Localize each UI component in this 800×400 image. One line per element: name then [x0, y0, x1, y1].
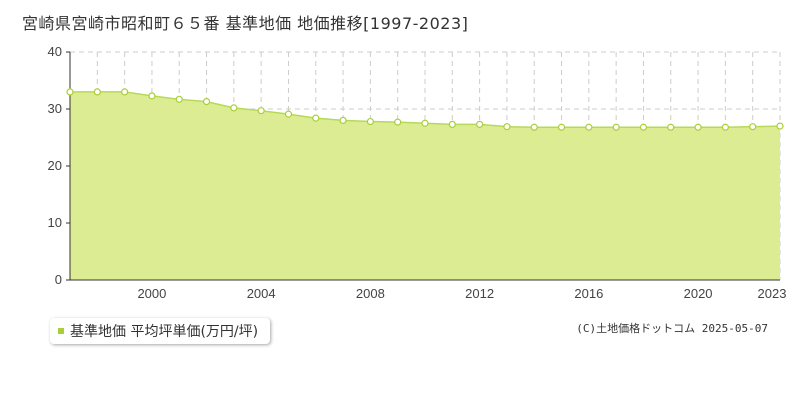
y-tick-label: 30 [48, 101, 62, 116]
data-point [448, 120, 456, 128]
data-point [66, 88, 74, 96]
data-point [284, 110, 293, 118]
legend-swatch [58, 328, 64, 334]
data-point [776, 122, 784, 130]
data-point [339, 116, 347, 125]
series-area [70, 91, 780, 281]
y-tick-label: 0 [55, 272, 62, 287]
data-point [93, 88, 101, 96]
legend: 基準地価 平均坪単価(万円/坪) [50, 318, 271, 344]
data-point [175, 95, 183, 103]
data-point [749, 123, 757, 131]
x-tick-label: 2016 [574, 286, 603, 301]
data-point [421, 119, 429, 127]
y-tick-label: 20 [48, 158, 62, 173]
x-tick-label: 2004 [247, 286, 276, 301]
legend-label: 基準地価 平均坪単価(万円/坪) [70, 324, 259, 340]
data-point [148, 92, 156, 100]
data-point [694, 123, 702, 131]
data-point [476, 120, 484, 128]
data-point [121, 88, 129, 96]
data-point [585, 123, 593, 131]
copyright-text: (C)土地価格ドットコム 2025-05-07 [576, 322, 768, 335]
x-tick-label: 2012 [465, 286, 494, 301]
data-point [257, 107, 265, 115]
data-point [612, 123, 620, 131]
data-point [202, 97, 211, 106]
data-point [530, 123, 538, 131]
chart-title: 宮崎県宮崎市昭和町６５番 基準地価 地価推移[1997-2023] [22, 14, 469, 33]
data-point [366, 117, 374, 126]
data-point [721, 123, 729, 131]
x-tick-label: 2000 [137, 286, 166, 301]
data-point [394, 118, 402, 126]
x-tick-label: 2023 [758, 286, 787, 301]
data-point [667, 123, 675, 131]
y-tick-label: 10 [48, 215, 62, 230]
data-point [557, 123, 566, 131]
y-tick-label: 40 [48, 44, 62, 59]
x-tick-label: 2020 [684, 286, 713, 301]
x-tick-label: 2008 [356, 286, 385, 301]
tick-labels: 0 10 20 30 40 2000 2004 2008 2012 2016 2020 2023 [48, 44, 787, 301]
data-point [639, 123, 648, 131]
data-point [230, 104, 238, 112]
data-point [503, 123, 511, 131]
data-points [66, 88, 784, 131]
data-point [312, 114, 320, 122]
